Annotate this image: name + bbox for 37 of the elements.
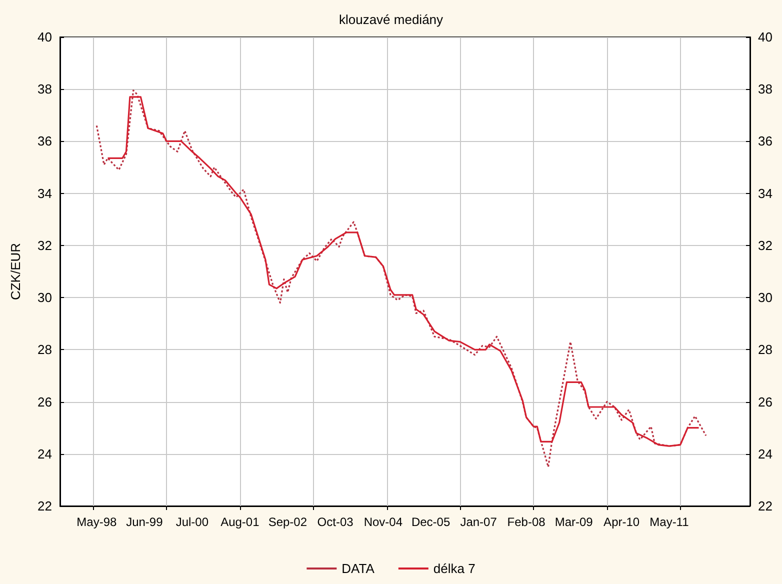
x-tick-label: Apr-10 [604,515,640,529]
legend-label: délka 7 [433,561,476,576]
x-tick-label: Dec-05 [411,515,450,529]
y2-tick-label: 22 [758,498,772,514]
y2-tick-label: 24 [758,446,772,462]
x-tick-label: Mar-09 [554,515,594,529]
x-tick-label: May-11 [650,515,690,529]
x-tick-label: Aug-01 [220,515,260,529]
x-tick-label: Jan-07 [460,515,498,529]
y-tick-label: 34 [38,186,52,201]
x-tick-label: Feb-08 [507,515,546,529]
y-tick-label: 36 [38,134,52,149]
y-tick-label: 38 [38,82,52,97]
y-tick-label: 24 [38,446,52,462]
y-tick-label: 32 [38,238,52,253]
legend-label: DATA [342,561,375,576]
y2-tick-label: 26 [758,394,772,410]
y2-tick-label: 34 [758,186,772,201]
y-tick-label: 40 [38,30,52,44]
y-tick-label: 22 [38,498,52,514]
y-tick-label: 26 [38,394,52,410]
y-tick-label: 30 [38,290,52,306]
chart-title: klouzavé mediány [338,12,444,27]
x-tick-label: Jul-00 [176,515,209,529]
y2-tick-label: 38 [758,82,772,97]
y2-tick-label: 32 [758,238,772,253]
y-axis-title: CZK/EUR [8,242,23,300]
x-tick-label: Oct-03 [317,515,354,529]
y2-tick-label: 36 [758,134,772,149]
x-tick-label: Nov-04 [364,515,403,529]
y-tick-label: 28 [38,342,52,358]
y2-tick-label: 28 [758,342,772,358]
x-tick-label: May-98 [76,515,117,529]
y2-tick-label: 30 [758,290,772,306]
x-tick-label: Sep-02 [268,515,308,529]
y2-tick-label: 40 [758,30,772,44]
x-tick-label: Jun-99 [126,515,164,529]
